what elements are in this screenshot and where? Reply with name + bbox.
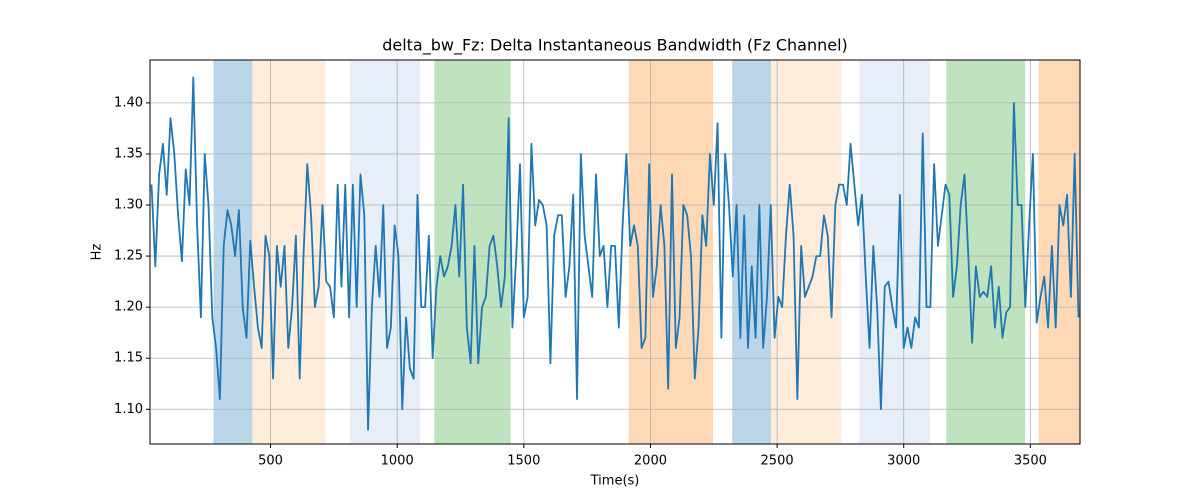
tick-layer: 500 1000 1500 2000 2500 3000 3500 1.10 1.15 1.20 1…: [114, 95, 1047, 468]
x-tick-label: 1000: [381, 454, 414, 469]
x-tick-label: 3000: [887, 454, 920, 469]
data-line: [150, 76, 1080, 431]
y-tick-label: 1.30: [114, 198, 143, 213]
highlight-span: [946, 60, 1026, 444]
y-tick-label: 1.25: [114, 249, 143, 264]
span-layer: [213, 60, 1080, 444]
y-axis-label: Hz: [90, 244, 105, 261]
chart-title: delta_bw_Fz: Delta Instantaneous Bandwid…: [382, 36, 848, 56]
y-tick-label: 1.10: [114, 402, 143, 417]
x-tick-label: 500: [258, 454, 283, 469]
x-tick-label: 2500: [761, 454, 794, 469]
x-tick-label: 1500: [507, 454, 540, 469]
highlight-span: [1038, 60, 1080, 444]
x-tick-label: 3500: [1014, 454, 1047, 469]
x-axis-label: Time(s): [590, 474, 640, 489]
x-tick-label: 2000: [634, 454, 667, 469]
y-tick-label: 1.35: [114, 146, 143, 161]
highlight-span: [859, 60, 931, 444]
line-layer: [150, 76, 1080, 431]
y-tick-label: 1.15: [114, 351, 143, 366]
highlight-span: [434, 60, 511, 444]
y-tick-label: 1.20: [114, 300, 143, 315]
plot-frame: [149, 59, 1081, 445]
highlight-span: [771, 60, 842, 444]
y-tick-label: 1.40: [114, 95, 143, 110]
highlight-span: [252, 60, 326, 444]
